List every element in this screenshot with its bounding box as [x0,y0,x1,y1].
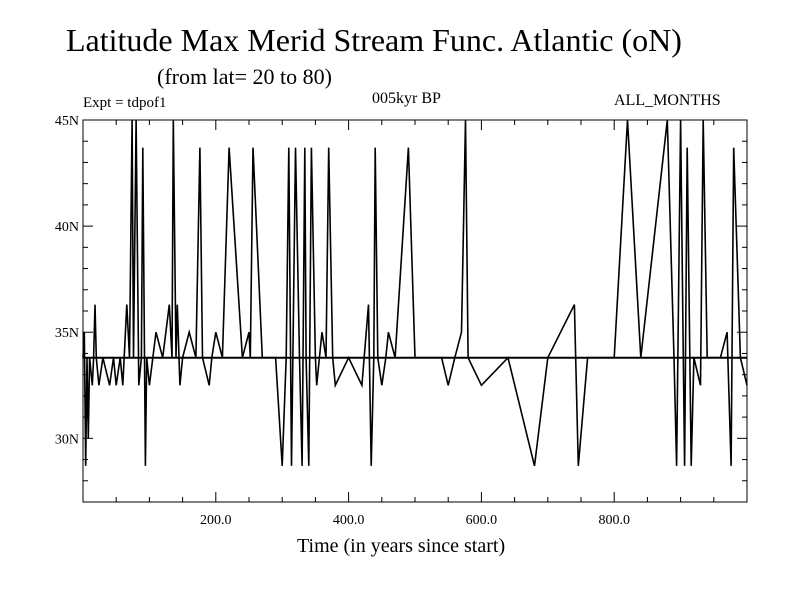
experiment-label: Expt = tdpof1 [83,95,167,111]
chart-subtitle: (from lat= 20 to 80) [157,64,332,89]
months-label: ALL_MONTHS [614,92,721,109]
x-axis-label: Time (in years since start) [297,535,506,557]
x-tick-label: 600.0 [466,513,498,528]
series-line [82,119,748,467]
x-tick-label: 200.0 [200,513,232,528]
x-tick-label: 800.0 [598,513,630,528]
plot-frame [82,119,748,503]
y-tick-label: 30N [55,432,79,447]
y-tick-label: 35N [55,326,79,341]
y-tick-label: 40N [55,220,79,235]
period-label: 005kyr BP [372,90,441,107]
y-tick-label: 45N [55,114,79,129]
x-tick-label: 400.0 [333,513,365,528]
chart-title: Latitude Max Merid Stream Func. Atlantic… [66,22,682,58]
